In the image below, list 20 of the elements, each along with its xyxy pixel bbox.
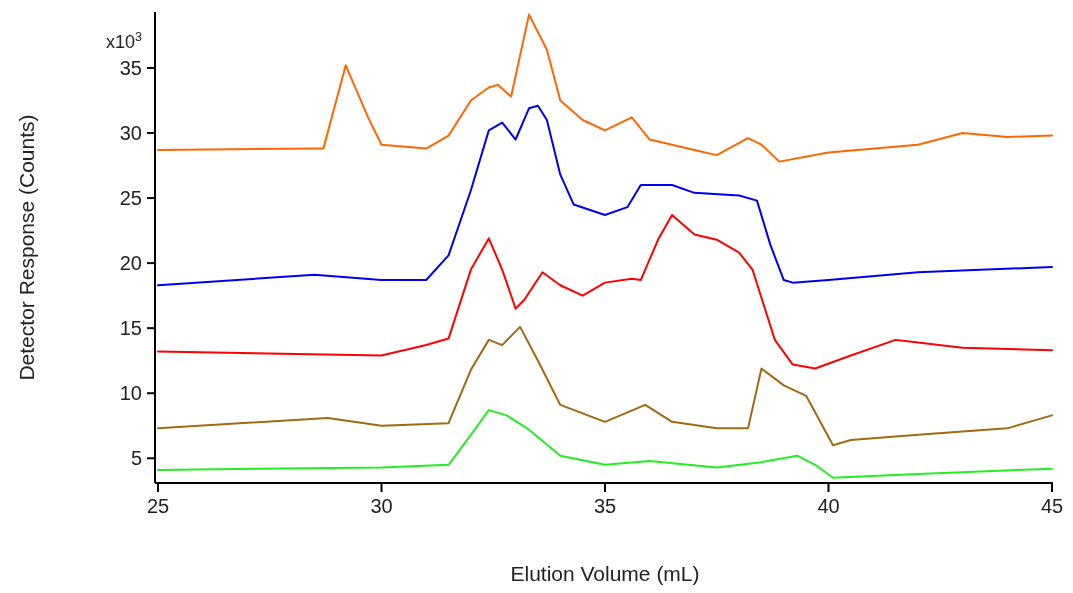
y-tick-label: 35 xyxy=(119,56,142,79)
y-tick-label: 30 xyxy=(119,122,142,144)
x-tick-label: 35 xyxy=(593,495,617,517)
y-tick-label: 10 xyxy=(119,382,142,405)
x-tick-label: 25 xyxy=(146,495,170,517)
line-series xyxy=(157,13,1053,163)
y-tick-label: 20 xyxy=(119,252,142,275)
y-tick-label: 5 xyxy=(130,447,142,470)
x-tick-label: 30 xyxy=(370,495,393,517)
line-series xyxy=(157,104,1053,287)
line-series xyxy=(157,325,1053,447)
text: x10$^{3}$ xyxy=(105,30,142,53)
y-tick-label: 15 xyxy=(119,317,142,340)
line-series xyxy=(157,213,1053,370)
x-tick-label: 40 xyxy=(817,495,840,517)
x-axis-title: Elution Volume (mL) xyxy=(510,562,700,585)
line-series xyxy=(157,409,1053,479)
x-tick-label: 45 xyxy=(1040,495,1064,517)
y-axis-title: Detector Response (Counts) xyxy=(15,114,38,381)
y-tick-label: 25 xyxy=(119,187,142,210)
